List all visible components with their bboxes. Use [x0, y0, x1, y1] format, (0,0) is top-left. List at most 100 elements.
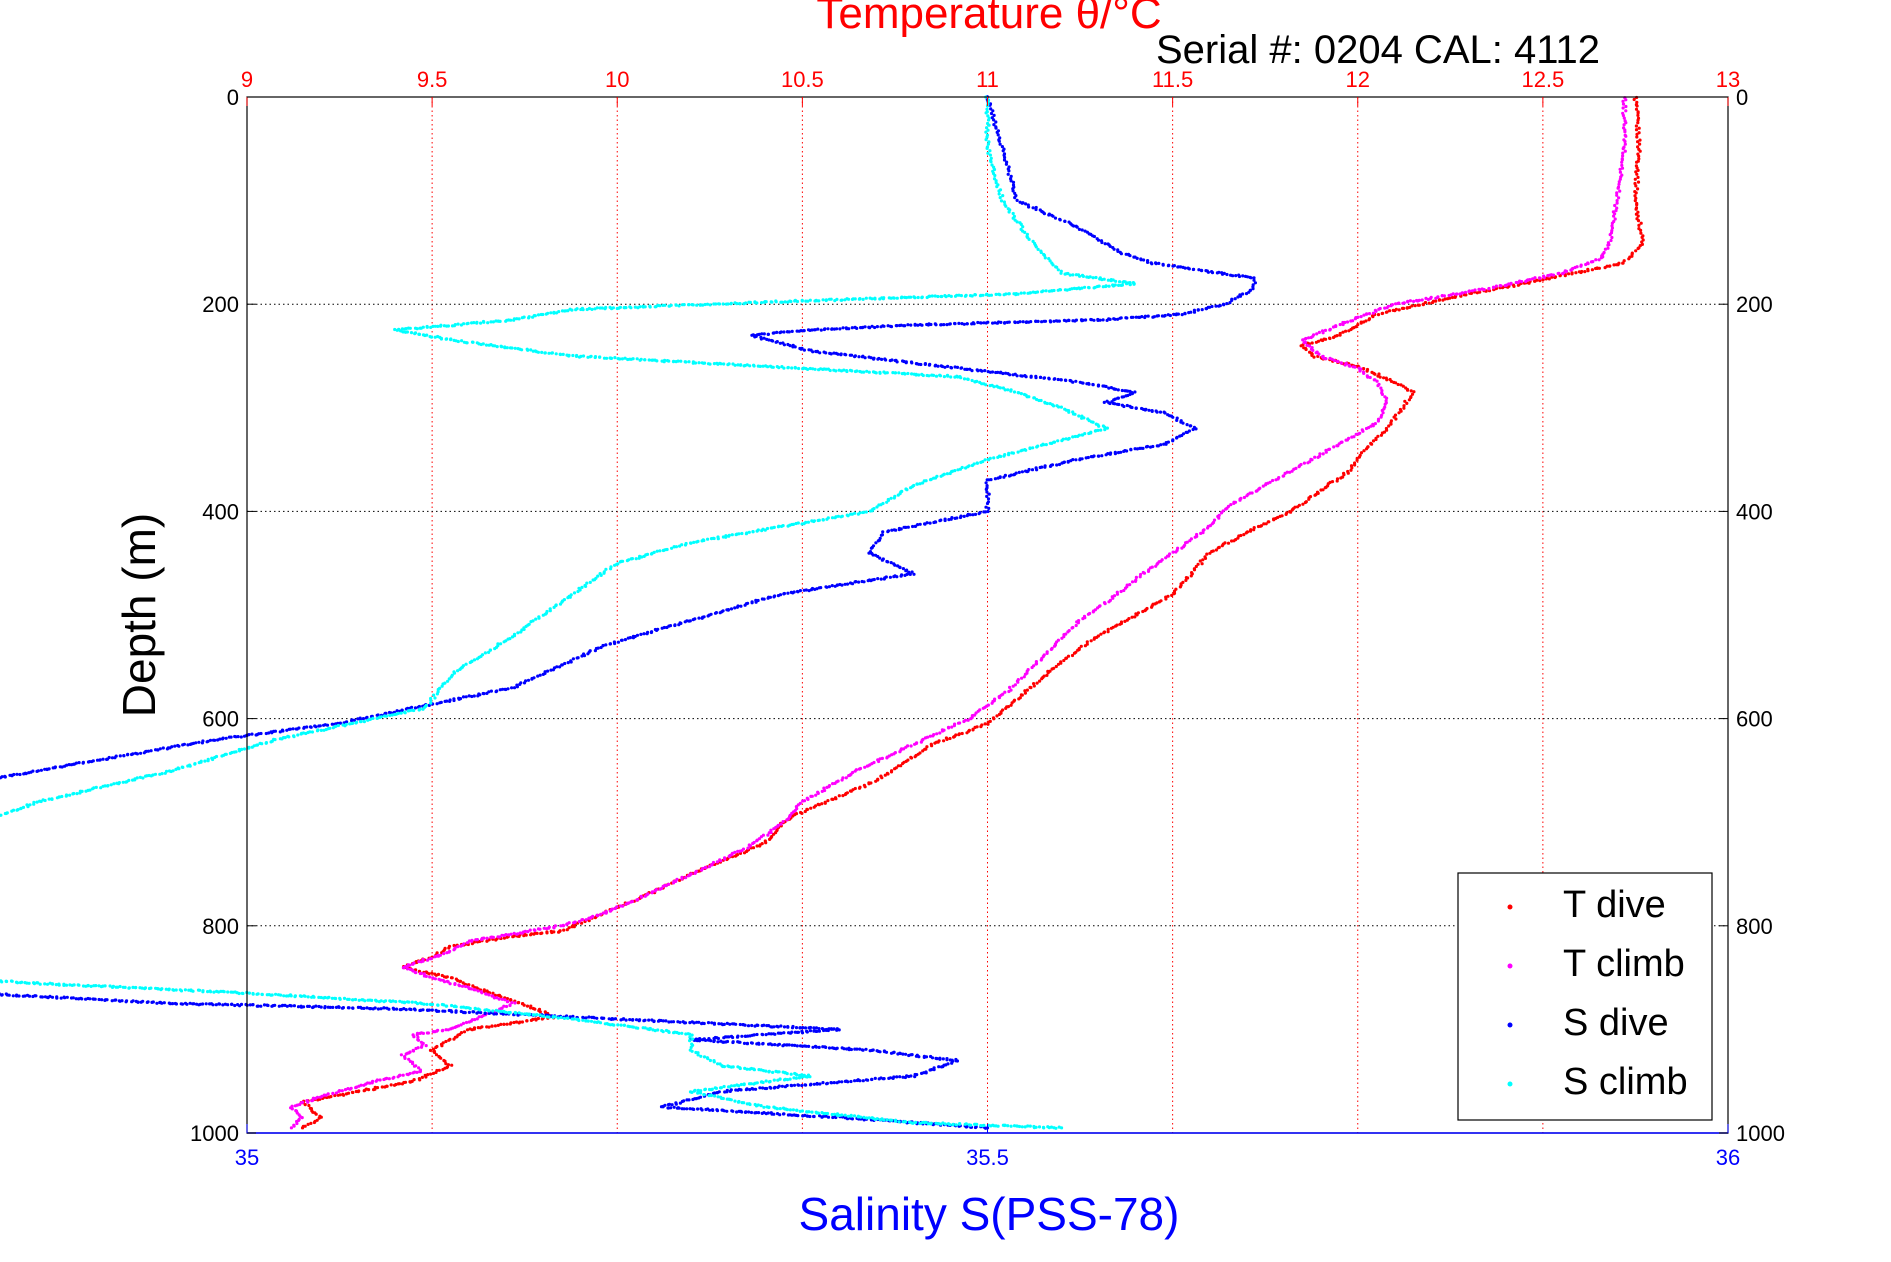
data-point — [936, 364, 940, 368]
data-point — [740, 1110, 744, 1114]
data-point — [162, 1001, 166, 1005]
data-point — [300, 1126, 305, 1130]
data-point — [991, 321, 995, 325]
data-point — [1353, 463, 1357, 467]
data-point — [1135, 256, 1139, 260]
data-point — [1635, 135, 1639, 139]
data-point — [474, 938, 478, 942]
data-point — [995, 185, 999, 189]
data-point — [554, 352, 558, 356]
data-point — [911, 524, 915, 529]
data-point — [1315, 332, 1319, 336]
data-point — [899, 574, 903, 578]
data-point — [800, 811, 804, 816]
data-point — [1638, 149, 1642, 153]
data-point — [1102, 631, 1106, 635]
data-point — [729, 1034, 734, 1038]
data-point — [1424, 296, 1428, 300]
data-point — [440, 1044, 444, 1048]
data-point — [1066, 654, 1071, 658]
data-point — [989, 111, 994, 116]
data-point — [1146, 260, 1150, 264]
data-point — [928, 362, 932, 366]
data-point — [850, 297, 855, 301]
data-point — [17, 994, 21, 998]
data-point — [753, 300, 757, 305]
data-point — [580, 921, 584, 925]
data-point — [751, 846, 756, 850]
data-point — [126, 753, 130, 757]
data-point — [395, 1007, 399, 1011]
data-point — [43, 767, 47, 771]
data-point — [928, 734, 932, 738]
data-point — [943, 294, 947, 298]
data-point — [1470, 289, 1474, 293]
data-point — [411, 962, 415, 966]
data-point — [883, 773, 887, 777]
data-point — [1271, 478, 1275, 483]
data-point — [1155, 444, 1159, 448]
data-point — [572, 921, 576, 925]
data-point — [331, 1005, 335, 1010]
data-point — [424, 1075, 428, 1079]
data-point — [155, 1001, 159, 1005]
data-point — [483, 1011, 487, 1015]
data-point — [1122, 449, 1126, 453]
data-point — [886, 560, 890, 564]
data-point — [933, 294, 937, 298]
data-point — [820, 802, 824, 806]
data-point — [760, 597, 765, 601]
data-point — [692, 1107, 696, 1111]
data-point — [778, 1113, 782, 1117]
data-point — [1242, 495, 1246, 500]
data-point — [992, 717, 996, 721]
data-point — [1366, 375, 1370, 379]
data-point — [1397, 411, 1401, 415]
data-point — [428, 975, 432, 979]
data-point — [1118, 280, 1122, 284]
data-point — [1376, 313, 1381, 317]
data-point — [925, 745, 929, 749]
data-point — [1640, 235, 1644, 239]
data-point — [1058, 218, 1062, 222]
data-point — [1307, 497, 1311, 501]
data-point — [1011, 211, 1015, 216]
data-point — [542, 926, 546, 930]
data-point — [1615, 199, 1619, 203]
data-point — [1302, 341, 1306, 345]
data-point — [805, 807, 809, 811]
data-point — [792, 1083, 797, 1087]
data-point — [1056, 268, 1060, 272]
data-point — [604, 643, 608, 647]
data-point — [437, 1009, 441, 1013]
data-point — [1573, 265, 1577, 270]
data-point — [904, 745, 908, 749]
data-point — [801, 1026, 805, 1030]
data-point — [596, 914, 600, 918]
data-point — [895, 296, 899, 300]
data-point — [1031, 206, 1035, 210]
data-point — [65, 995, 69, 999]
data-point — [1303, 500, 1307, 505]
data-point — [51, 766, 55, 770]
data-point — [485, 1025, 489, 1029]
data-point — [1608, 233, 1612, 237]
data-point — [522, 934, 526, 938]
data-point — [655, 628, 659, 633]
data-point — [608, 305, 612, 309]
data-point — [780, 1084, 785, 1088]
data-point — [173, 744, 177, 748]
data-point — [700, 616, 704, 620]
data-point — [843, 582, 847, 586]
data-point — [1114, 279, 1118, 283]
data-point — [0, 993, 4, 997]
data-point — [250, 732, 254, 736]
data-point — [1408, 299, 1412, 303]
data-point — [504, 319, 508, 323]
data-point — [953, 321, 957, 326]
data-point — [734, 1088, 738, 1092]
data-point — [772, 832, 776, 836]
data-point — [486, 321, 490, 325]
data-point — [903, 295, 907, 299]
data-point — [1405, 306, 1409, 310]
